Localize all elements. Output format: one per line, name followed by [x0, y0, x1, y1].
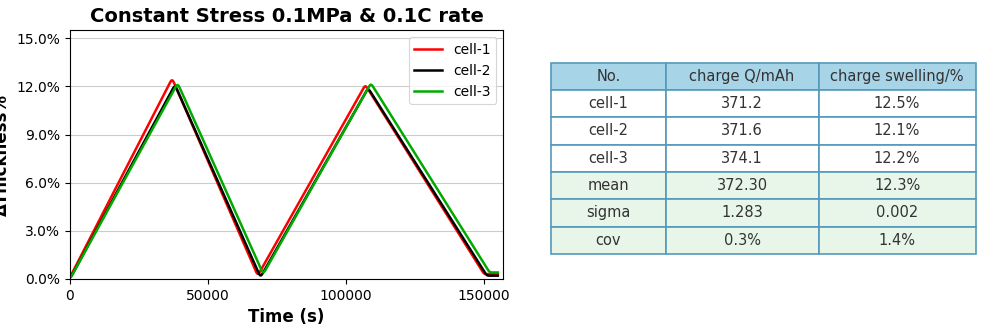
Bar [819, 227, 976, 254]
Bar [551, 227, 666, 254]
Text: charge Q/mAh: charge Q/mAh [689, 69, 795, 84]
Title: Constant Stress 0.1MPa & 0.1C rate: Constant Stress 0.1MPa & 0.1C rate [90, 7, 484, 26]
Text: 12.3%: 12.3% [874, 178, 920, 193]
Bar [666, 227, 819, 254]
Text: cell-3: cell-3 [588, 151, 628, 166]
Bar [666, 144, 819, 172]
cell-2 [64, 275, 76, 279]
Text: 0.3%: 0.3% [724, 233, 761, 248]
cell-1 [492, 272, 504, 276]
Bar [819, 62, 976, 90]
cell-3 [365, 83, 377, 87]
cell-2 [484, 274, 496, 278]
cell-3 [247, 248, 259, 252]
cell-2 [247, 258, 259, 262]
Bar [666, 199, 819, 227]
Bar [666, 117, 819, 144]
Text: 371.6: 371.6 [721, 123, 763, 138]
Bar [551, 144, 666, 172]
X-axis label: Time (s): Time (s) [248, 308, 325, 326]
Text: sigma: sigma [586, 206, 631, 220]
Text: 374.1: 374.1 [721, 151, 763, 166]
Text: cell-2: cell-2 [588, 123, 628, 138]
Line: cell-3: cell-3 [70, 85, 498, 277]
cell-1 [138, 131, 150, 135]
Bar [819, 117, 976, 144]
cell-2 [138, 139, 150, 143]
cell-1 [484, 272, 496, 276]
Bar [819, 144, 976, 172]
Legend: cell-1, cell-2, cell-3: cell-1, cell-2, cell-3 [409, 37, 496, 104]
Text: 371.2: 371.2 [721, 96, 763, 111]
Text: cell-1: cell-1 [588, 96, 628, 111]
Text: mean: mean [588, 178, 629, 193]
cell-1 [113, 180, 125, 184]
Bar [666, 90, 819, 117]
Text: 12.1%: 12.1% [874, 123, 920, 138]
Bar [551, 172, 666, 199]
cell-2 [492, 274, 504, 278]
Bar [666, 62, 819, 90]
Text: charge swelling/%: charge swelling/% [830, 69, 964, 84]
Bar [551, 62, 666, 90]
Text: cov: cov [596, 233, 621, 248]
Text: 372.30: 372.30 [717, 178, 768, 193]
Bar [819, 172, 976, 199]
cell-1 [228, 219, 240, 223]
Bar [551, 90, 666, 117]
Bar [666, 172, 819, 199]
cell-2 [228, 216, 240, 220]
cell-1 [64, 274, 76, 278]
cell-3 [228, 207, 240, 211]
cell-3 [113, 188, 125, 192]
Text: No.: No. [596, 69, 620, 84]
Text: 1.4%: 1.4% [879, 233, 916, 248]
cell-1 [247, 262, 259, 266]
cell-3 [492, 270, 504, 275]
Y-axis label: ΔThickness%: ΔThickness% [0, 93, 11, 216]
cell-3 [138, 142, 150, 146]
Bar [819, 199, 976, 227]
cell-3 [437, 197, 449, 201]
Text: 1.283: 1.283 [721, 206, 763, 220]
Text: 12.2%: 12.2% [874, 151, 920, 166]
Bar [551, 117, 666, 144]
cell-1 [166, 78, 178, 82]
cell-3 [64, 275, 76, 279]
Bar [551, 199, 666, 227]
Line: cell-1: cell-1 [70, 80, 498, 276]
cell-2 [437, 205, 449, 209]
cell-2 [113, 186, 125, 191]
cell-2 [169, 85, 181, 89]
Text: 0.002: 0.002 [876, 206, 918, 220]
cell-1 [437, 207, 449, 211]
Line: cell-2: cell-2 [70, 87, 498, 277]
Text: 12.5%: 12.5% [874, 96, 920, 111]
Bar [819, 90, 976, 117]
cell-3 [484, 270, 496, 274]
